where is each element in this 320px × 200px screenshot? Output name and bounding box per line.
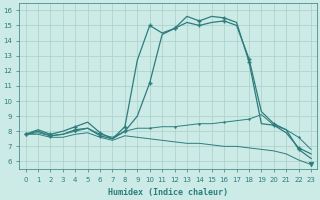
X-axis label: Humidex (Indice chaleur): Humidex (Indice chaleur) (108, 188, 228, 197)
